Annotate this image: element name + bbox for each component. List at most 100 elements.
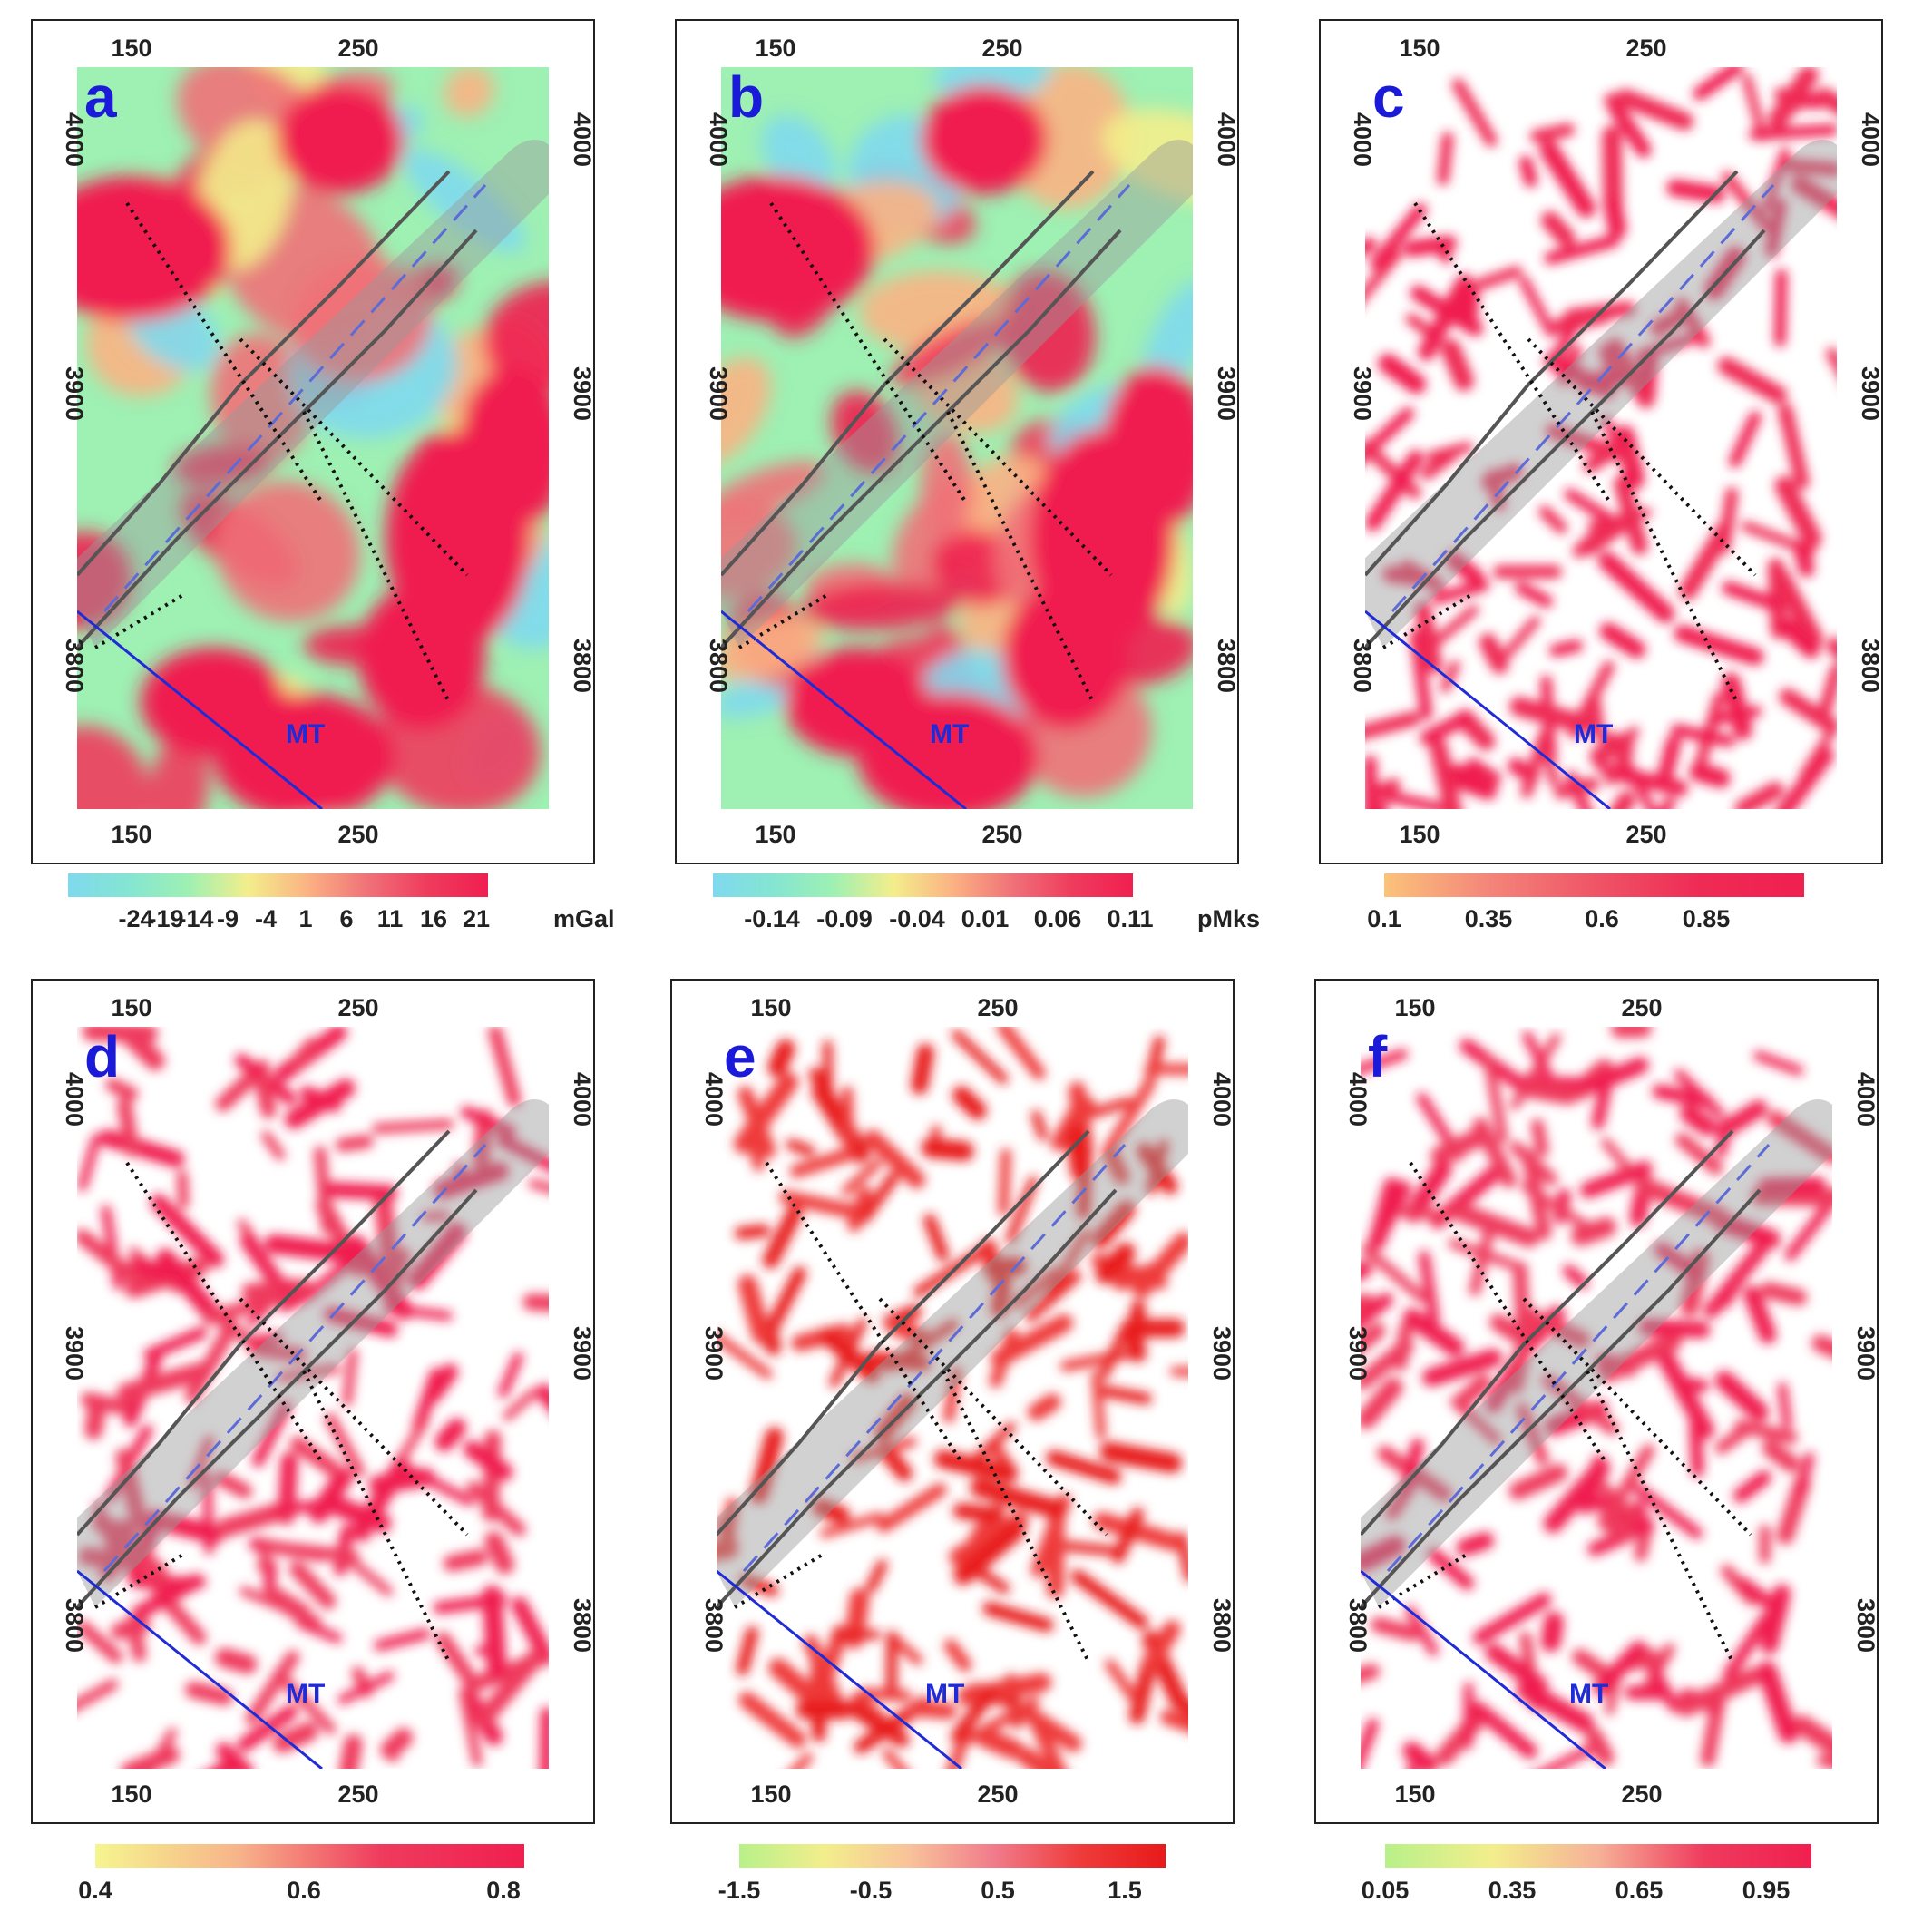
lineament: [1674, 625, 1764, 666]
lineament: [421, 1210, 450, 1222]
lineament: [1540, 1611, 1564, 1653]
colorbar-tick-label: -1.5: [718, 1877, 761, 1904]
lineament: [1717, 356, 1788, 405]
lineament: [1485, 1643, 1548, 1694]
lineament: [156, 1248, 221, 1322]
anomaly-blob: [1102, 366, 1193, 530]
colorbar-tick-label: -0.14: [744, 905, 800, 932]
x-tick-label: 150: [111, 994, 151, 1021]
lineament: [1791, 175, 1837, 218]
lineament: [1540, 210, 1576, 248]
lineament: [767, 1039, 795, 1078]
transfer-zone: [1413, 201, 1612, 504]
lineament: [1474, 266, 1523, 290]
x-tick-label: 150: [111, 34, 151, 62]
lineament: [1597, 1511, 1633, 1542]
lineament: [1379, 789, 1460, 809]
fault-line: [77, 1188, 478, 1609]
lineament: [185, 1681, 233, 1706]
lineament: [1541, 746, 1560, 787]
lineament: [841, 1086, 854, 1147]
lineament: [1059, 1347, 1140, 1371]
y-tick-label: 3800: [1857, 639, 1884, 693]
lineament: [1420, 447, 1459, 480]
lineament: [1098, 1385, 1152, 1405]
lineament: [1723, 1612, 1773, 1682]
lineament: [1430, 1128, 1487, 1166]
map-background: [1365, 67, 1837, 809]
transfer-zone: [1527, 337, 1757, 577]
lineament: [1402, 1742, 1438, 1769]
lineament: [324, 1182, 398, 1201]
anomaly-blob: [358, 584, 485, 729]
lineament: [1160, 1709, 1188, 1732]
y-tick-label: 3900: [1349, 366, 1376, 421]
lineament: [263, 1559, 278, 1595]
lineament: [1671, 724, 1735, 747]
lineament: [1762, 1439, 1801, 1473]
y-tick-label: 4000: [569, 1072, 596, 1127]
lineament: [1587, 507, 1652, 531]
colorbar: [95, 1844, 524, 1868]
transfer-zone: [878, 1297, 1108, 1537]
lineament: [819, 1512, 884, 1538]
lineament: [876, 1483, 947, 1533]
lineament: [81, 1391, 133, 1416]
anomaly-field: [1361, 1027, 1832, 1769]
fault-line: [721, 170, 1095, 577]
lineament: [299, 1086, 342, 1113]
fault-label: MT: [1569, 1679, 1608, 1709]
lineament: [1710, 705, 1762, 726]
map-area: [1361, 1027, 1832, 1769]
lineament: [1137, 1142, 1178, 1195]
panel-letter: c: [1372, 64, 1405, 130]
lineament: [1101, 1077, 1156, 1158]
colorbar-tick-label: 0.95: [1742, 1877, 1791, 1904]
transfer-zone: [302, 1371, 451, 1663]
lineament: [1410, 629, 1433, 720]
lineament: [1572, 519, 1614, 559]
lineament: [1799, 725, 1837, 780]
lineament: [890, 1635, 923, 1665]
anomaly-blob: [831, 390, 899, 473]
anomaly-blob: [216, 481, 360, 622]
lineament: [1811, 1334, 1832, 1358]
mt-fault-line: [721, 610, 967, 809]
lineament: [1591, 1083, 1612, 1130]
lineament: [1539, 140, 1596, 218]
lineament: [1019, 1704, 1082, 1752]
lineament: [474, 1643, 503, 1656]
lineament: [734, 1224, 770, 1240]
lineament: [1638, 1319, 1711, 1339]
colorbar: [739, 1844, 1166, 1868]
lineament: [77, 1679, 119, 1712]
y-tick-label: 3900: [700, 1326, 727, 1381]
y-tick-label: 3900: [569, 1326, 596, 1381]
lineament: [1361, 1535, 1406, 1573]
lineament: [885, 1317, 936, 1349]
lineament: [1370, 202, 1428, 270]
lineament: [964, 1421, 1017, 1470]
colorbar-tick-label: -19: [148, 905, 183, 932]
lineament: [812, 1498, 850, 1524]
lineament: [1751, 1186, 1832, 1207]
lineament: [1586, 1057, 1649, 1093]
lineament: [1597, 551, 1675, 623]
lineament: [1404, 1605, 1439, 1656]
lineament: [1103, 1147, 1130, 1186]
lineament: [296, 1618, 343, 1644]
lineament: [443, 1549, 488, 1572]
lineament: [1610, 790, 1636, 809]
lineament: [1778, 403, 1810, 490]
lineament: [1657, 735, 1682, 783]
anomaly-blob: [277, 85, 404, 194]
lineament: [346, 1234, 414, 1321]
colorbar-tick-label: -0.09: [816, 905, 873, 932]
lineament: [1027, 1393, 1061, 1421]
lineament: [289, 1436, 341, 1477]
lineament: [991, 1274, 1011, 1318]
colorbar-unit: pMks: [1197, 905, 1260, 932]
lineament: [1516, 1680, 1595, 1733]
lineament: [1749, 123, 1837, 141]
